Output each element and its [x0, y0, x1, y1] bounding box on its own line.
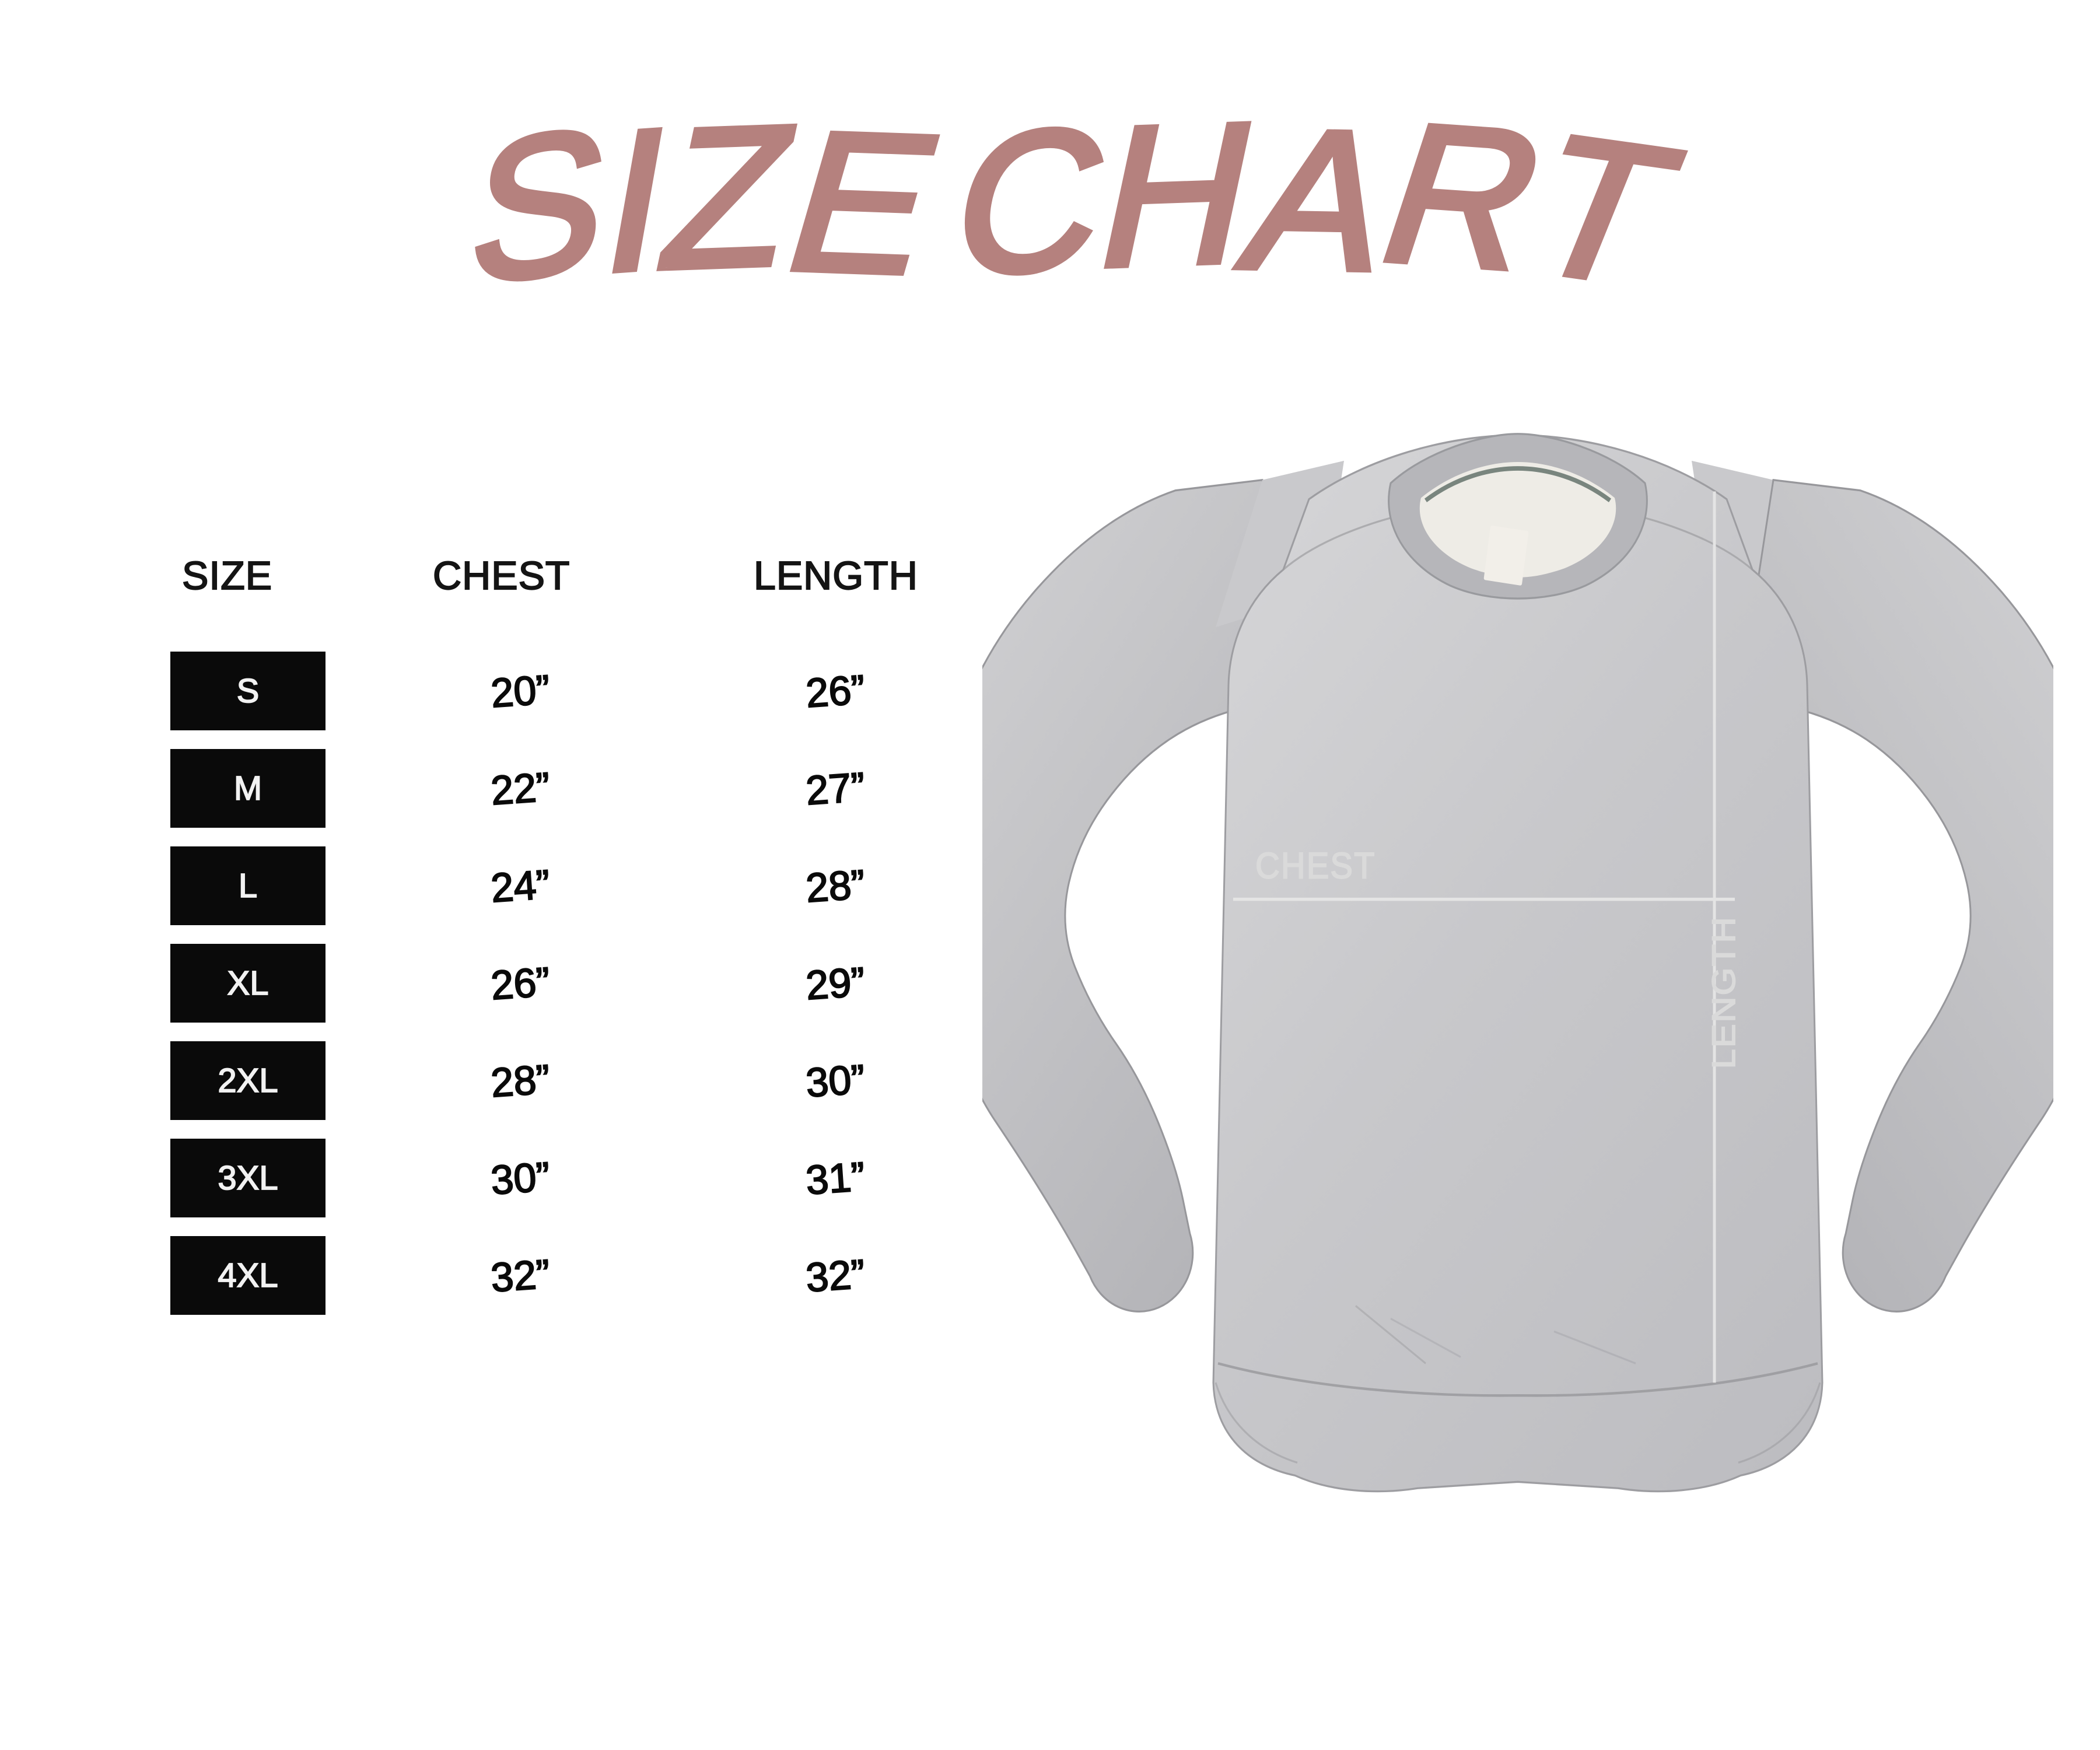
svg-text:LENGTH: LENGTH: [1706, 916, 1742, 1069]
svg-text:CHEST: CHEST: [1255, 845, 1376, 886]
